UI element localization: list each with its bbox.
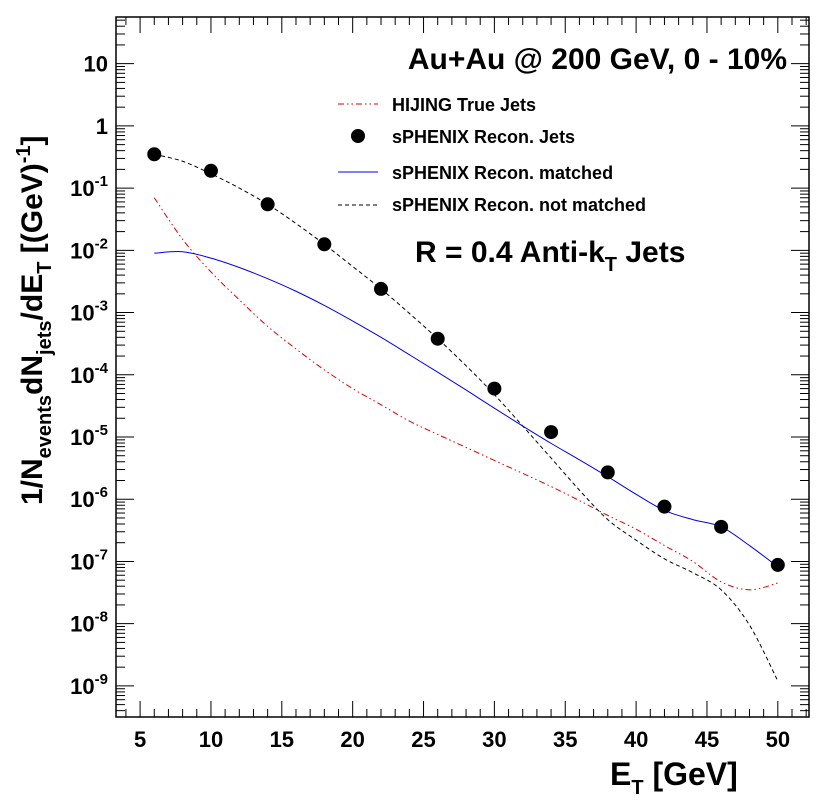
x-tick-label: 45 (695, 727, 719, 752)
x-tick-label: 15 (270, 727, 294, 752)
recon-jets-marker (544, 425, 559, 440)
y-label-part2: dN (16, 355, 49, 395)
y-axis-label: 1/NeventsdNjets/dET [(GeV)-1] (13, 135, 56, 505)
recon-jets-marker (657, 499, 672, 514)
x-tick-label: 25 (411, 727, 435, 752)
plot-area (115, 16, 810, 718)
x-axis-label: ET [GeV] (610, 756, 738, 799)
y-tick-label: 10-7 (70, 546, 108, 574)
recon-jets-marker (770, 557, 785, 572)
x-label-main: E (610, 756, 631, 792)
x-tick-label: 35 (553, 727, 577, 752)
y-tick-label: 10-6 (70, 484, 108, 512)
x-tick-label: 10 (199, 727, 223, 752)
legend-label-recon-jets: sPHENIX Recon. Jets (392, 127, 575, 147)
recon-jets-marker (317, 237, 332, 252)
y-label-part1: 1/N (16, 458, 49, 505)
series-lines (153, 153, 779, 682)
x-tick-labels: 5 10 15 20 25 30 35 40 45 50 (134, 727, 790, 752)
x-tick-label: 40 (624, 727, 648, 752)
axis-ticks (116, 17, 809, 717)
series-markers (147, 147, 785, 572)
legend-label-recon-matched: sPHENIX Recon. matched (392, 163, 613, 183)
chart-annotation: R = 0.4 Anti-kT Jets (415, 236, 685, 276)
x-label-rest: [GeV] (644, 756, 738, 792)
recon-jets-marker (600, 465, 615, 480)
annotation-subscript: T (605, 254, 617, 276)
y-tick-label: 10-2 (70, 235, 108, 263)
series-line-recon-not-matched (154, 153, 779, 682)
legend-label-recon-not-matched: sPHENIX Recon. not matched (392, 195, 646, 215)
legend-swatch-recon-jets (351, 129, 365, 143)
recon-jets-marker (374, 281, 389, 296)
series-line-recon-matched (154, 251, 779, 568)
y-label-sub3: T (34, 262, 56, 274)
annotation-main: R = 0.4 Anti-k (415, 236, 605, 269)
y-label-part4: [(GeV) (16, 163, 49, 261)
legend: HIJING True Jets sPHENIX Recon. Jets sPH… (338, 95, 646, 215)
recon-jets-marker (147, 147, 162, 162)
y-tick-label: 1 (96, 114, 108, 139)
y-tick-label: 10-9 (70, 671, 108, 699)
y-tick-label: 10-5 (70, 422, 108, 450)
y-tick-label: 10-1 (70, 173, 108, 201)
legend-label-hijing: HIJING True Jets (392, 95, 536, 115)
y-tick-label: 10-8 (70, 609, 108, 637)
x-tick-label: 5 (134, 727, 146, 752)
x-tick-label: 20 (340, 727, 364, 752)
recon-jets-marker (203, 163, 218, 178)
x-label-subscript: T (631, 777, 643, 799)
y-label-sup: -1 (13, 145, 35, 163)
recon-jets-marker (714, 519, 729, 534)
x-tick-label: 50 (766, 727, 790, 752)
annotation-rest: Jets (617, 236, 685, 269)
y-tick-label: 10-3 (70, 298, 108, 326)
y-label-sub2: jets (34, 320, 56, 355)
recon-jets-marker (487, 381, 502, 396)
x-tick-label: 30 (482, 727, 506, 752)
y-label-part5: ] (16, 135, 49, 145)
series-line-hijing (153, 197, 778, 591)
recon-jets-marker (430, 331, 445, 346)
recon-jets-marker (260, 197, 275, 212)
y-label-part3: /dE (16, 274, 49, 321)
y-tick-label: 10-4 (70, 360, 108, 388)
y-tick-labels: 10 1 10-1 10-2 10-3 10-4 10-5 10-6 10-7 10-8 10-9 (70, 52, 108, 699)
plot-frame (115, 16, 810, 718)
y-label-sub1: events (34, 395, 56, 458)
chart-title: Au+Au @ 200 GeV, 0 - 10% (408, 43, 787, 76)
y-tick-label: 10 (84, 52, 108, 77)
